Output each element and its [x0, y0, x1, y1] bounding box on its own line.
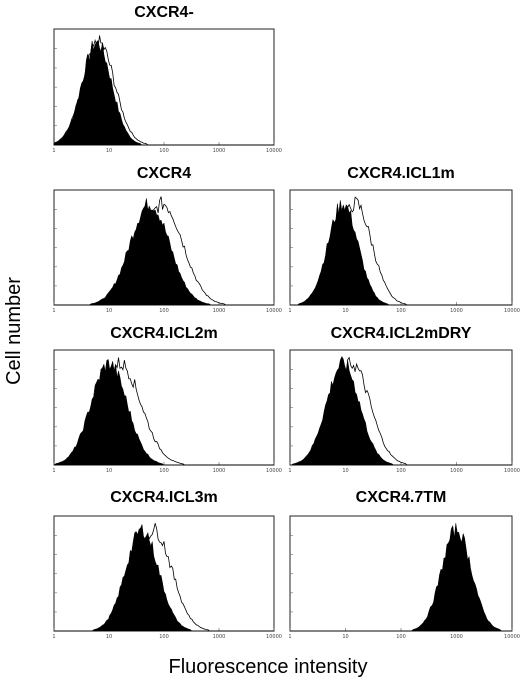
x-tick-label: 1	[288, 634, 291, 640]
histogram-outline-cxcr4-icl3m	[54, 523, 274, 632]
histogram-panels: CXCR4- 1 10 100 1000 10000 CXCR4 1 10 100 1000 1000…	[52, 4, 520, 640]
x-tick-label: 1	[52, 308, 55, 314]
histogram-outline-cxcr4-icl2m	[54, 357, 274, 466]
histogram-outline-cxcr4	[53, 35, 274, 146]
x-tick-label: 10	[106, 308, 112, 314]
x-tick-label: 10	[106, 468, 112, 474]
panel-cxcr4: CXCR4 1 10 100 1000 10000	[52, 165, 282, 314]
x-tick-label: 10	[342, 308, 348, 314]
panel-cxcr4-icl1m: CXCR4.ICL1m 1 10 100 1000 10000	[288, 165, 520, 314]
x-tick-label: 10	[106, 148, 112, 154]
x-tick-label: 1	[52, 634, 55, 640]
x-tick-label: 1000	[213, 308, 226, 314]
panel-title: CXCR4.ICL2mDRY	[331, 325, 472, 342]
histogram-outline-cxcr4-icl1m	[290, 196, 512, 306]
histogram-outline-cxcr4-icl2mdry	[290, 356, 512, 466]
x-tick-label: 1000	[450, 634, 463, 640]
x-tick-label: 100	[159, 468, 169, 474]
panel-title: CXCR4	[137, 165, 191, 182]
panel-cxcr4-7tm: CXCR4.7TM 1 10 100 1000 10000	[288, 489, 520, 640]
x-tick-label: 1000	[450, 468, 463, 474]
panel-cxcr4-icl2m: CXCR4.ICL2m 1 10 100 1000 10000	[52, 325, 282, 474]
histogram-outline-cxcr4	[54, 196, 274, 306]
panel-cxcr4-icl2mdry: CXCR4.ICL2mDRY 1 10 100 1000 10000	[288, 325, 520, 474]
x-tick-label: 10000	[266, 634, 282, 640]
x-tick-label: 100	[159, 634, 169, 640]
panel-cxcr4-icl3m: CXCR4.ICL3m 1 10 100 1000 10000	[52, 489, 282, 640]
x-tick-label: 10000	[504, 634, 520, 640]
x-tick-label: 100	[396, 308, 406, 314]
x-tick-label: 1	[288, 468, 291, 474]
x-tick-label: 10	[342, 634, 348, 640]
panel-title: CXCR4.ICL2m	[110, 325, 218, 342]
x-tick-label: 10000	[266, 308, 282, 314]
panel-title: CXCR4.ICL1m	[347, 165, 455, 182]
x-tick-label: 10000	[266, 148, 282, 154]
x-tick-label: 100	[396, 468, 406, 474]
histogram-filled-cxcr4-7tm	[290, 523, 512, 632]
panel-cxcr4: CXCR4- 1 10 100 1000 10000	[52, 4, 282, 154]
x-tick-label: 1000	[213, 634, 226, 640]
x-tick-label: 10000	[504, 308, 520, 314]
x-tick-label: 1	[52, 468, 55, 474]
x-tick-label: 100	[159, 308, 169, 314]
x-tick-label: 100	[159, 148, 169, 154]
x-tick-label: 1	[52, 148, 55, 154]
x-tick-label: 100	[396, 634, 406, 640]
x-tick-label: 1000	[450, 308, 463, 314]
x-tick-label: 1	[288, 308, 291, 314]
panel-title: CXCR4.ICL3m	[110, 489, 218, 506]
x-tick-label: 10	[106, 634, 112, 640]
x-axis-label: Fluorescence intensity	[169, 656, 368, 678]
x-tick-label: 1000	[213, 148, 226, 154]
x-tick-label: 10000	[504, 468, 520, 474]
y-axis-label: Cell number	[3, 277, 25, 385]
panel-title: CXCR4.7TM	[356, 489, 447, 506]
x-tick-label: 10	[342, 468, 348, 474]
x-tick-label: 1000	[213, 468, 226, 474]
panel-title: CXCR4-	[134, 4, 194, 21]
x-tick-label: 10000	[266, 468, 282, 474]
